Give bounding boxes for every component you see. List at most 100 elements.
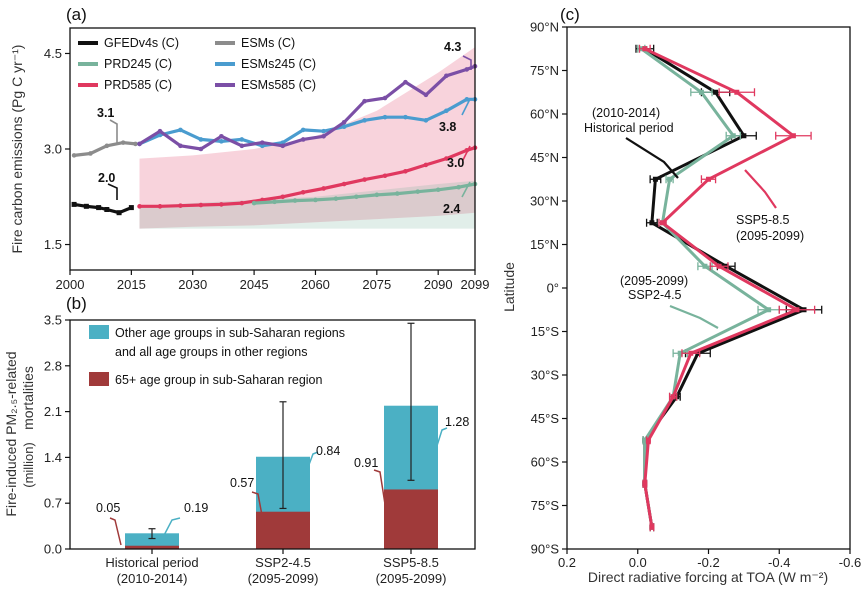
- bar-other-historical-period: [125, 533, 179, 550]
- leader-2-4: [461, 181, 471, 198]
- panel-a-legend: GFEDv4s (C) ESMs (C) PRD245 (C) ESMs245 …: [78, 36, 316, 92]
- panel-c-ylabel: Latitude: [501, 262, 517, 312]
- legend-swatch-other-ages: [89, 325, 109, 339]
- legend-esms: ESMs (C): [241, 36, 295, 50]
- y-tick-label: 90°N: [530, 20, 559, 35]
- point-prd245-c: [435, 187, 441, 193]
- point-esms585-c: [198, 146, 204, 152]
- point-ssp5-8-5-2095-2099: [790, 133, 796, 139]
- point-gfedv4s-c: [104, 207, 110, 212]
- panel-c-annotations: (2010-2014) Historical period SSP5-8.5 (…: [584, 106, 804, 329]
- y-tick-label: 4.5: [44, 46, 62, 61]
- point-historical-period-2010-2014: [652, 176, 658, 182]
- point-ssp5-8-5-2095-2099: [734, 89, 740, 95]
- panel-c-series: [635, 44, 823, 532]
- series-line-ssp5-8-5-2095-2099: [643, 47, 799, 528]
- panel-b-axes: 0.0 0.7 1.4 2.1 2.8 3.5: [44, 313, 412, 557]
- value-hist-other: 0.19: [184, 501, 208, 515]
- point-esms-c: [88, 151, 93, 156]
- point-esms585-c: [321, 133, 326, 139]
- x-tick-label: -0.2: [697, 555, 719, 570]
- point-prd245-c: [313, 197, 318, 203]
- value-ssp585-other: 1.28: [445, 415, 469, 429]
- legend-65plus: 65+ age group in sub-Saharan region: [115, 373, 322, 387]
- point-esms585-c: [157, 128, 163, 134]
- panel-b-legend: Other age groups in sub-Saharan regions …: [89, 325, 345, 387]
- point-esms585-c: [464, 67, 470, 72]
- point-ssp2-4-5-2095-2099: [702, 263, 708, 269]
- y-tick-label: 75°S: [531, 498, 560, 513]
- point-esms245-c: [382, 114, 388, 120]
- point-prd245-c: [456, 184, 461, 190]
- point-gfedv4s-c: [128, 205, 134, 211]
- point-esms585-c: [423, 92, 429, 98]
- point-esms245-c: [444, 108, 449, 114]
- point-esms585-c: [219, 133, 224, 139]
- point-prd585-c: [219, 202, 224, 207]
- x-tick-label: 2090: [424, 277, 453, 292]
- point-prd585-c: [382, 173, 388, 179]
- point-ssp2-4-5-2095-2099: [667, 176, 673, 182]
- point-ssp5-8-5-2095-2099: [670, 394, 676, 400]
- point-esms245-c: [178, 127, 183, 133]
- x-tick-label: 0.2: [558, 555, 576, 570]
- y-tick-label: 60°N: [530, 107, 559, 122]
- legend-prd585: PRD585 (C): [104, 78, 172, 92]
- value-hist-65plus: 0.05: [96, 501, 120, 515]
- panel-b-ylabel-line2: mortalities: [20, 366, 36, 430]
- panel-b-category-labels: Historical period (2010-2014) SSP2-4.5 (…: [105, 555, 446, 586]
- point-prd245-c: [272, 199, 277, 205]
- point-prd245-c: [374, 192, 380, 198]
- leader-3-8: [461, 98, 471, 116]
- series-line-esms-c: [73, 141, 136, 157]
- point-esms245-c: [198, 137, 204, 142]
- series-line-gfedv4s-c: [73, 202, 133, 215]
- legend-esms585: ESMs585 (C): [241, 78, 316, 92]
- point-esms245-c: [259, 143, 265, 149]
- y-tick-label: 1.5: [44, 237, 62, 252]
- point-gfedv4s-c: [116, 210, 122, 216]
- point-esms585-c: [382, 95, 388, 101]
- point-prd245-c: [292, 198, 298, 203]
- point-esms245-c: [321, 128, 326, 134]
- annotation-3-8: 3.8: [439, 120, 456, 134]
- y-tick-label: 3.0: [44, 142, 62, 157]
- x-tick-label: 2045: [240, 277, 269, 292]
- category-ssp245-line1: SSP2-4.5: [255, 555, 311, 570]
- value-ssp585-65plus: 0.91: [354, 456, 378, 470]
- point-ssp2-4-5-2095-2099: [698, 89, 704, 95]
- annotation-3-1: 3.1: [97, 106, 114, 120]
- point-prd585-c: [321, 186, 326, 191]
- leader-1-28: [434, 427, 448, 453]
- panel-b-label: (b): [66, 294, 87, 313]
- point-esms585-c: [259, 140, 265, 145]
- x-tick-label: 2000: [56, 277, 85, 292]
- bar-65plus-ssp5-8-5: [384, 489, 438, 549]
- annotation-4-3: 4.3: [444, 40, 461, 54]
- leader-0-91: [373, 469, 388, 518]
- point-esms585-c: [239, 143, 245, 149]
- legend-gfed: GFEDv4s (C): [104, 36, 179, 50]
- point-prd585-c: [403, 168, 408, 174]
- y-tick-label: 30°S: [531, 368, 560, 383]
- leader-0-84: [303, 451, 319, 479]
- point-ssp5-8-5-2095-2099: [706, 176, 711, 182]
- point-prd245-c: [415, 189, 421, 194]
- point-prd585-c: [341, 181, 347, 187]
- point-ssp2-4-5-2095-2099: [677, 350, 683, 356]
- panel-c-axes: 0.2 0.0 -0.2 -0.4 -0.6 90°N 75°N 60°N 45°N 30°N 15…: [530, 20, 861, 571]
- point-prd245-c: [333, 196, 339, 201]
- point-prd585-c: [137, 204, 142, 209]
- point-historical-period-2010-2014: [649, 220, 655, 226]
- point-esms585-c: [362, 98, 367, 104]
- panel-b-value-labels: 0.05 0.19 0.57 0.84 0.91 1.28: [96, 415, 469, 546]
- point-gfedv4s-c: [83, 203, 89, 209]
- series-line-ssp2-4-5-2095-2099: [640, 47, 771, 528]
- y-tick-label: 45°N: [530, 150, 559, 165]
- point-prd245-c: [394, 191, 400, 196]
- y-tick-label: 2.1: [44, 404, 62, 419]
- category-ssp245-line2: (2095-2099): [248, 571, 319, 586]
- point-ssp5-8-5-2095-2099: [645, 437, 651, 443]
- y-tick-label: 15°S: [531, 324, 560, 339]
- leader-2-0: [107, 183, 118, 200]
